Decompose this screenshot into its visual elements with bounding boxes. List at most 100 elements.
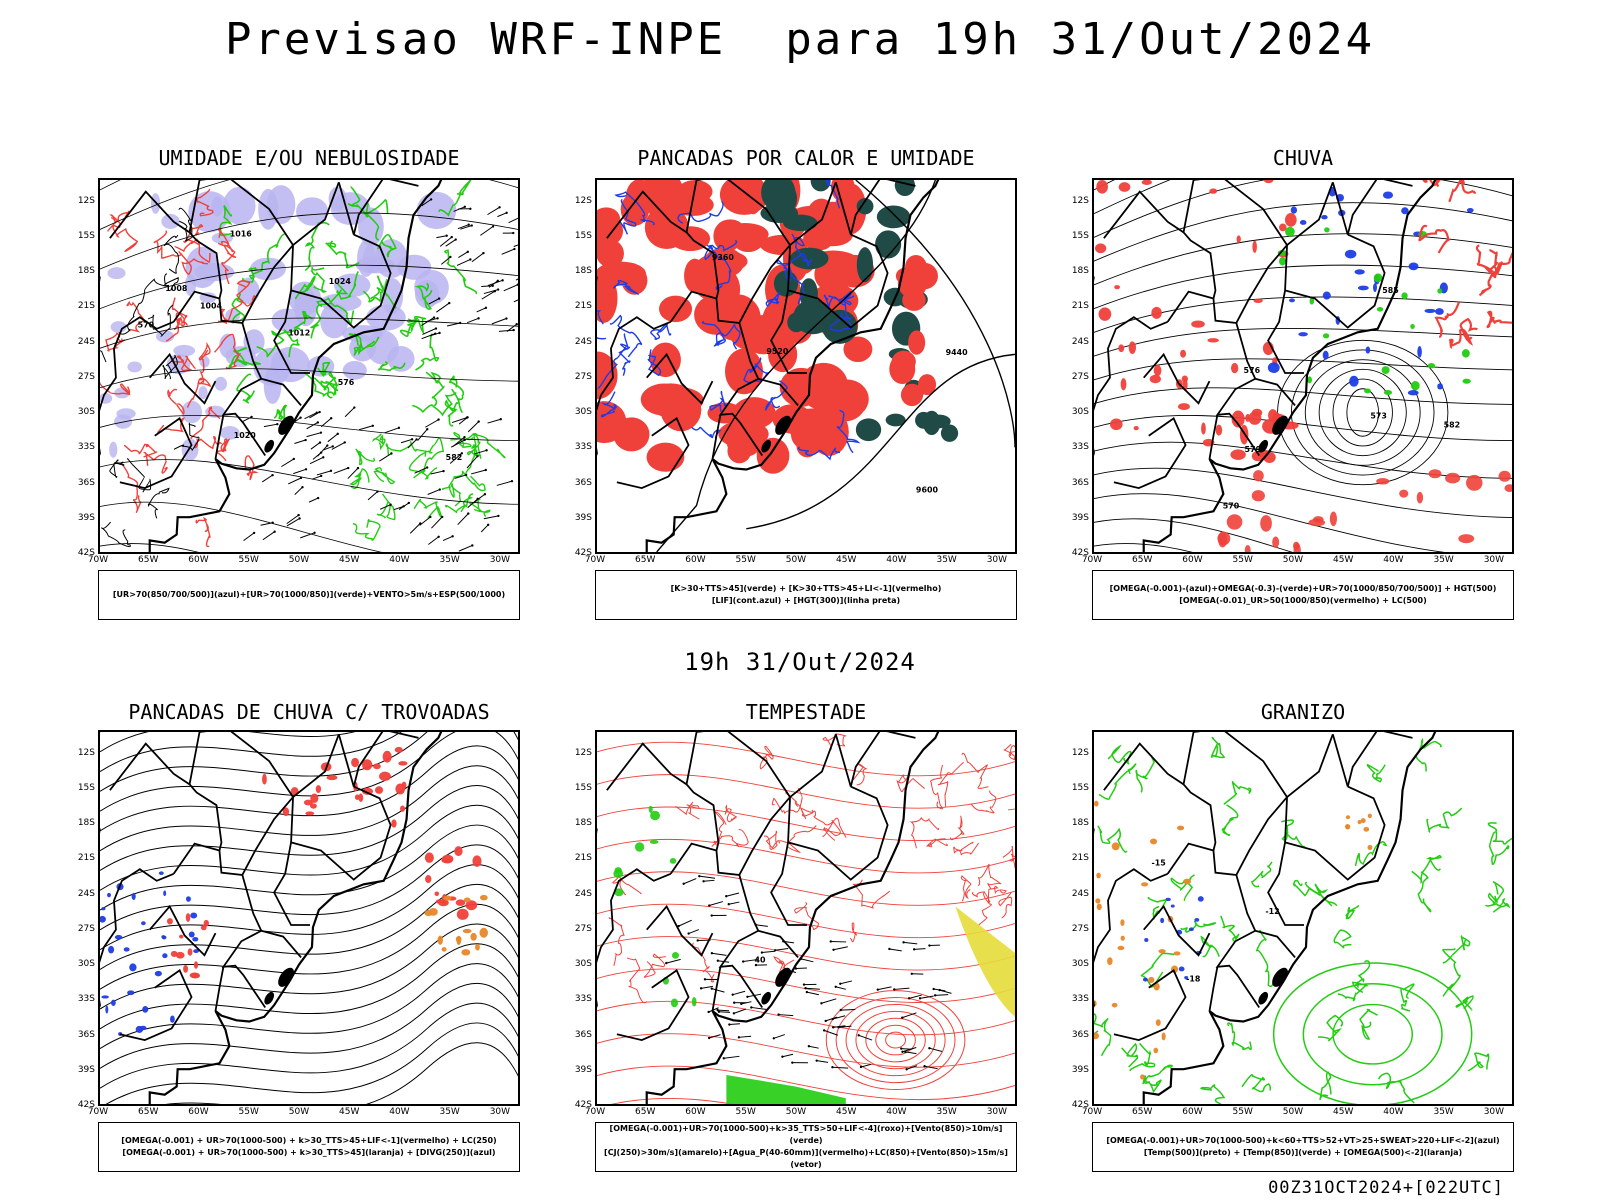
wind-vector [358,425,373,431]
wind-vector-head [425,466,429,469]
wind-vector-head [276,422,279,426]
thunderstorm-area-red [187,948,193,956]
latitude-tick-label: 21S [77,853,95,864]
wind-vector-head [901,1016,904,1019]
wind-vector-head [727,903,730,906]
wind-vector [761,950,775,954]
longitude-tick-label: 70W [87,1107,109,1117]
streamline [597,838,1015,874]
map-canvas: 40 [597,732,1015,1104]
humidity-contour-low [242,267,258,283]
thunderstorm-area-red [310,793,319,804]
wind-vector [425,317,438,323]
temperature-850-contour [1359,1008,1378,1040]
coastline-east [645,732,940,1104]
rain-area-red [1329,511,1337,527]
latitude-tick-label: 15S [77,782,95,793]
wind-vector [367,491,378,501]
humidity-area-mid [330,192,371,226]
wind-vector-head [822,1029,826,1032]
thunderstorm-area-red [305,811,315,816]
state-border [188,732,207,785]
wind-vector [935,994,949,996]
state-border [1267,245,1304,374]
map-umidade-e-ou-nebulosidade: 1004 1008 1012 1016 1020 1024 570 576 582 [98,178,520,554]
wind-vector-head [449,255,452,259]
latitude-tick-label: 24S [574,336,592,347]
wind-vector [805,987,820,990]
instability-area-green [761,180,796,212]
latitude-tick-label: 33S [1071,442,1089,453]
divergence-area-blue [162,953,168,959]
wind-vector-head [483,493,487,496]
wind-vector-head [928,944,931,947]
map-chuva: 570 573 576 579 582 585 [1092,178,1514,554]
instability-area-red [597,213,624,249]
humidity-contour-low [408,450,438,480]
rain-area-blue [1373,283,1377,292]
lifted-index-contour [701,320,727,347]
rain-area-red [1191,320,1205,328]
thickness-contour [170,355,196,372]
wind-vector-head [322,456,325,459]
humidity-contour-low [413,498,443,519]
humidity-area-mid [296,197,329,226]
wind-vector-head [426,428,429,431]
state-border [172,842,220,875]
wind-vector-head [437,297,441,300]
rain-area-red [1141,180,1152,185]
wind-vector [428,298,440,305]
wind-vector-head [746,995,749,998]
longitude-tick-label: 45W [339,1107,360,1117]
wind-vector-head [707,1036,711,1040]
hail-area-blue [1170,904,1175,908]
latitude-tick-label: 36S [574,477,592,488]
wind-vector [498,329,514,332]
rain-area-red [1120,378,1127,391]
state-border [218,850,266,1009]
rain-area-red [1151,306,1162,319]
wind-vector-head [477,420,480,423]
longitude-tick-label: 60W [685,1107,706,1117]
water-contour [724,804,738,823]
latitude-tick-label: 42S [1071,1100,1089,1110]
humidity-contour-low [465,444,482,475]
latitude-tick-label: 24S [574,888,592,899]
rain-area-red [1109,418,1123,431]
rain-area-green [1401,292,1408,300]
wind-vector [304,412,317,420]
thunderstorm-area-red [394,746,403,753]
rain-area-blue [1349,375,1359,387]
latitude-tick-label: 33S [574,442,592,453]
wind-vector-head [901,1050,904,1053]
state-border [1235,244,1288,324]
instability-area-red [613,417,650,452]
rain-area-red [1128,341,1136,355]
state-border [1235,796,1288,876]
longitude-tick-label: 30W [986,555,1008,565]
wind-vector [439,236,453,247]
thunderstorm-area-red [434,891,440,897]
temperature-850-contour [1487,880,1505,904]
wind-vector-head [910,972,913,975]
wind-vector [743,959,758,963]
rain-area-blue [1322,291,1331,300]
thunderstorm-area-red [309,803,317,809]
thickness-contour [186,377,212,408]
rain-area-red [1217,531,1231,546]
wind-vector-head [717,1010,721,1013]
instability-area-red [791,417,839,453]
longitude-tick-label: 35W [1433,1107,1454,1117]
streamline [100,903,518,990]
wind-vector [833,946,848,951]
humidity-area-mid [173,344,196,357]
thunderstorm-area-orange [455,936,462,943]
wind-vector [417,428,428,441]
instability-area-green [885,413,906,427]
streamline [166,1042,518,1104]
instability-area-red [684,258,706,293]
humidity-contour-low [317,361,331,377]
wind-vector [678,919,692,927]
rain-area-blue [1299,219,1307,225]
water-contour [1008,808,1015,811]
